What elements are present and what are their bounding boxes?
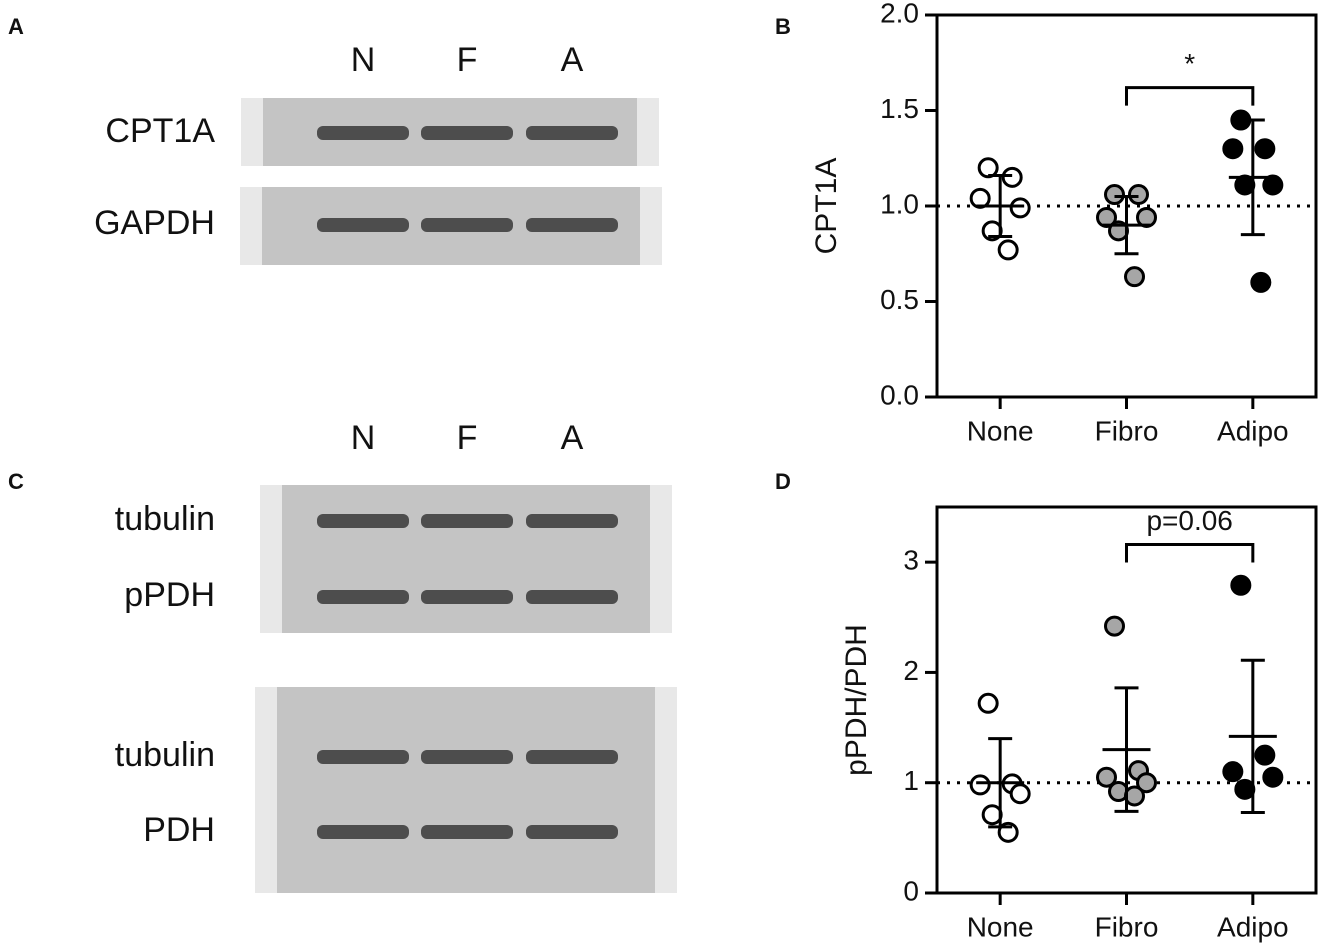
- blot-band: [317, 590, 409, 604]
- data-point: [1222, 138, 1244, 160]
- row-label: PDH: [143, 811, 215, 849]
- y-tick-label: 0: [903, 875, 919, 906]
- data-point: [1128, 184, 1149, 206]
- lane-label: A: [561, 419, 584, 457]
- x-tick-label: Adipo: [1217, 415, 1289, 446]
- x-tick-label: None: [967, 415, 1034, 446]
- lane-label: F: [457, 419, 478, 457]
- y-tick-label: 1.0: [880, 188, 919, 219]
- data-point: [969, 774, 991, 796]
- data-point: [1124, 785, 1145, 807]
- blot-band: [317, 750, 409, 764]
- blot-band: [421, 590, 513, 604]
- panel-letter: A: [8, 14, 24, 39]
- blot-band: [526, 126, 618, 140]
- data-point: [1230, 574, 1252, 596]
- lane-label: N: [351, 419, 376, 457]
- data-point: [1104, 184, 1125, 206]
- y-axis-label: pPDH/PDH: [840, 624, 873, 776]
- blot-membrane: [282, 485, 650, 633]
- data-point: [1124, 266, 1145, 288]
- x-tick-label: None: [967, 911, 1034, 942]
- y-axis-label: CPT1A: [810, 158, 843, 255]
- significance-label: *: [1184, 48, 1195, 79]
- x-tick-label: Fibro: [1095, 911, 1159, 942]
- blot-band: [421, 126, 513, 140]
- blot-band: [421, 750, 513, 764]
- blot-band: [526, 825, 618, 839]
- data-point: [1104, 615, 1125, 637]
- lane-label: A: [561, 41, 584, 79]
- row-label: CPT1A: [105, 112, 215, 150]
- significance-label: p=0.06: [1146, 505, 1232, 536]
- blot-band: [526, 750, 618, 764]
- y-tick-label: 2: [903, 655, 919, 686]
- significance-bracket: [1125, 542, 1255, 563]
- data-point: [1001, 166, 1023, 188]
- row-label: tubulin: [115, 500, 215, 538]
- blot-band: [421, 218, 513, 232]
- blot-band: [421, 514, 513, 528]
- panel-letter: C: [8, 469, 24, 494]
- data-point: [1254, 744, 1276, 766]
- panel-letter: B: [775, 14, 791, 39]
- data-point: [997, 239, 1019, 261]
- blot-band: [317, 825, 409, 839]
- blot-band: [526, 218, 618, 232]
- significance-bracket: [1125, 86, 1255, 106]
- blot-band: [526, 590, 618, 604]
- blot-band: [317, 514, 409, 528]
- row-label: GAPDH: [94, 204, 215, 242]
- blot-band: [317, 126, 409, 140]
- x-tick-label: Adipo: [1217, 911, 1289, 942]
- blot-band: [421, 825, 513, 839]
- y-tick-label: 3: [903, 545, 919, 576]
- data-point: [1009, 197, 1031, 219]
- y-tick-label: 1: [903, 765, 919, 796]
- data-point: [1234, 778, 1256, 800]
- lane-label: N: [351, 41, 376, 79]
- blot-band: [317, 218, 409, 232]
- data-point: [1262, 766, 1284, 788]
- data-point: [1096, 766, 1117, 788]
- y-tick-label: 0.5: [880, 284, 919, 315]
- x-tick-label: Fibro: [1095, 415, 1159, 446]
- blot-membrane: [277, 687, 655, 893]
- data-point: [1250, 271, 1272, 293]
- data-point: [977, 692, 999, 714]
- lane-label: F: [457, 41, 478, 79]
- y-tick-label: 0.0: [880, 379, 919, 410]
- data-point: [981, 804, 1003, 826]
- row-label: tubulin: [115, 736, 215, 774]
- y-tick-label: 1.5: [880, 93, 919, 124]
- blot-band: [526, 514, 618, 528]
- data-point: [1009, 783, 1031, 805]
- data-point: [1254, 138, 1276, 160]
- y-tick-label: 2.0: [880, 0, 919, 28]
- data-point: [1136, 772, 1157, 794]
- panel-letter: D: [775, 469, 791, 494]
- data-point: [1222, 761, 1244, 783]
- row-label: pPDH: [124, 576, 215, 614]
